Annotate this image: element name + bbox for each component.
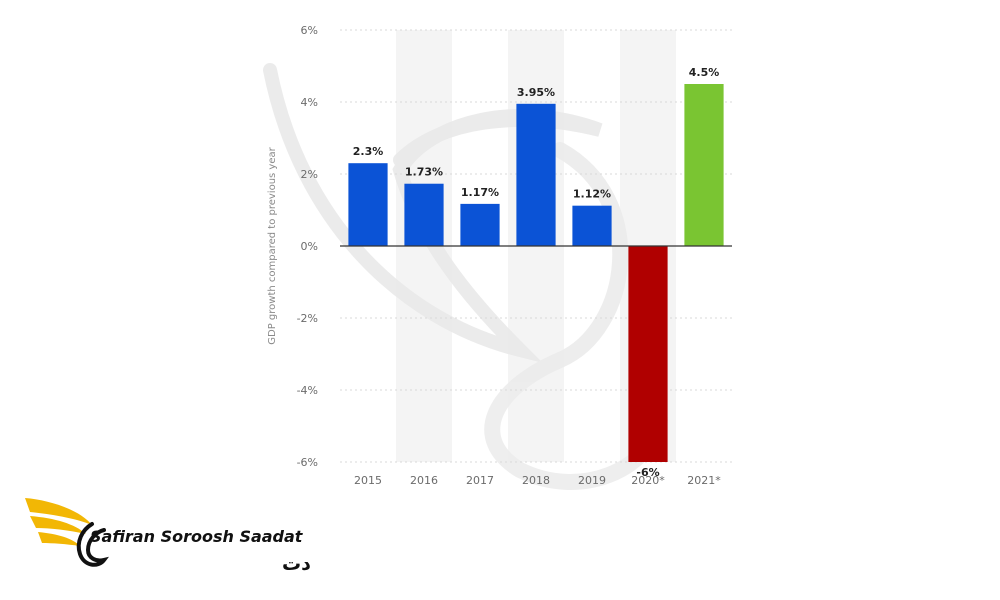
- x-tick-labels: 2015 2016 2017 2018 2019 2020* 2021*: [354, 474, 721, 487]
- data-label: 4.5%: [689, 66, 720, 79]
- data-label: 1.17%: [461, 186, 499, 199]
- x-tick-label: 2015: [354, 474, 382, 487]
- bar-2015: [348, 163, 388, 246]
- bar-2019: [572, 205, 612, 246]
- data-label: 1.12%: [573, 188, 611, 201]
- y-tick-label: 4%: [301, 96, 318, 109]
- y-tick-label: -2%: [297, 312, 318, 325]
- brand-name-fa: سفیران سروش سعادت: [282, 553, 310, 575]
- x-tick-label: 2019: [578, 474, 606, 487]
- bar-2016: [404, 183, 444, 246]
- wing-icon: [25, 498, 109, 567]
- x-tick-label: 2016: [410, 474, 438, 487]
- brand-name-en: Safiran Soroosh Saadat: [90, 527, 304, 546]
- x-tick-label: 2017: [466, 474, 494, 487]
- data-labels: 2.3% 1.73% 1.17% 3.95% 1.12% -6% 4.5%: [353, 66, 720, 479]
- bar-2017: [460, 203, 500, 246]
- bar-2021: [684, 84, 724, 246]
- x-tick-label: 2021*: [687, 474, 721, 487]
- bar-2018: [516, 103, 556, 246]
- brand-logo: Safiran Soroosh Saadat سفیران سروش سعادت: [25, 498, 310, 575]
- x-tick-label: 2020*: [631, 474, 665, 487]
- data-label: 3.95%: [517, 86, 555, 99]
- data-label: -6%: [636, 466, 659, 479]
- data-label: 2.3%: [353, 145, 384, 158]
- y-tick-label: 2%: [301, 168, 318, 181]
- bars: [348, 84, 724, 462]
- y-tick-label: 6%: [301, 24, 318, 37]
- watermark-wing: [263, 63, 668, 490]
- bar-2020: [628, 246, 668, 462]
- y-tick-label: 0%: [301, 240, 318, 253]
- y-tick-label: -4%: [297, 384, 318, 397]
- y-tick-label: -6%: [297, 456, 318, 469]
- y-axis-label: GDP growth compared to previous year: [267, 146, 278, 344]
- y-tick-labels: 6% 4% 2% 0% -2% -4% -6%: [297, 24, 318, 469]
- x-tick-label: 2018: [522, 474, 550, 487]
- data-label: 1.73%: [405, 166, 443, 179]
